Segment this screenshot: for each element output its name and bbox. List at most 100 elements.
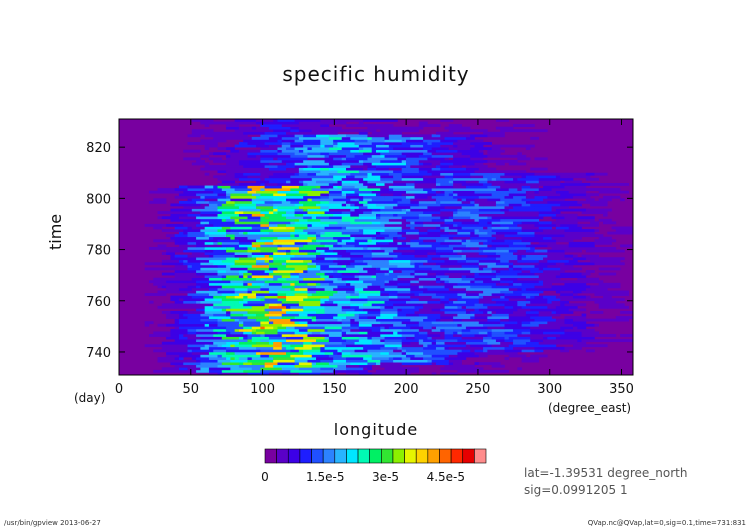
heatmap-cell xyxy=(478,308,501,312)
heatmap-cell xyxy=(170,328,188,332)
heatmap-cell xyxy=(221,334,227,337)
heatmap-cell xyxy=(500,185,522,189)
heatmap-cell xyxy=(226,218,235,222)
heatmap-cell xyxy=(461,206,484,209)
heatmap-cell xyxy=(260,351,270,355)
heatmap-cell xyxy=(307,334,325,337)
heatmap-cell xyxy=(230,331,244,335)
heatmap-cell xyxy=(465,239,471,243)
heatmap-cell xyxy=(161,341,184,345)
heatmap-cell xyxy=(555,336,574,340)
heatmap-cell xyxy=(495,334,518,337)
heatmap-cell xyxy=(470,216,488,220)
heatmap-cell xyxy=(461,234,471,238)
heatmap-cell xyxy=(204,231,227,235)
heatmap-cell xyxy=(495,200,505,204)
heatmap-cell xyxy=(393,349,402,353)
heatmap-cell xyxy=(234,234,257,238)
heatmap-cell xyxy=(363,354,368,358)
heatmap-cell xyxy=(350,293,360,296)
heatmap-cell xyxy=(320,318,338,322)
heatmap-cell xyxy=(376,126,398,130)
heatmap-cell xyxy=(538,344,557,348)
heatmap-cell xyxy=(316,203,338,207)
heatmap-cell xyxy=(166,313,180,317)
heatmap-cell xyxy=(294,270,304,273)
heatmap-cell xyxy=(303,149,325,153)
heatmap-cell xyxy=(453,157,467,161)
heatmap-cell xyxy=(453,285,471,289)
heatmap-cell xyxy=(264,241,274,245)
heatmap-cell xyxy=(178,239,193,243)
heatmap-cell xyxy=(286,162,291,166)
heatmap-cell xyxy=(174,188,188,191)
heatmap-cell xyxy=(247,282,253,286)
heatmap-cell xyxy=(286,167,300,171)
heatmap-cell xyxy=(273,257,291,261)
heatmap-cell xyxy=(230,339,248,343)
heatmap-cell xyxy=(530,200,548,204)
heatmap-cell xyxy=(534,234,544,238)
heatmap-cell xyxy=(346,282,351,286)
heatmap-cell xyxy=(230,185,248,189)
heatmap-cell xyxy=(238,126,253,130)
heatmap-cell xyxy=(341,136,351,140)
heatmap-cell xyxy=(465,257,475,261)
heatmap-cell xyxy=(487,226,492,230)
heatmap-cell xyxy=(504,252,514,255)
heatmap-cell xyxy=(560,203,565,207)
heatmap-cell xyxy=(435,177,454,181)
heatmap-cell xyxy=(328,136,343,140)
heatmap-cell xyxy=(333,259,355,263)
heatmap-cell xyxy=(427,208,441,212)
heatmap-cell xyxy=(153,282,171,286)
heatmap-cell xyxy=(547,175,557,179)
heatmap-cell xyxy=(607,231,621,235)
heatmap-cell xyxy=(320,349,338,353)
heatmap-cell xyxy=(187,264,193,268)
heatmap-cell xyxy=(457,231,471,235)
heatmap-cell xyxy=(380,359,394,363)
heatmap-cell xyxy=(273,277,278,281)
heatmap-cell xyxy=(410,134,432,138)
heatmap-cell xyxy=(213,152,227,156)
heatmap-cell xyxy=(221,293,235,296)
heatmap-cell xyxy=(200,229,218,232)
heatmap-cell xyxy=(376,167,390,171)
heatmap-cell xyxy=(427,272,437,276)
heatmap-cell xyxy=(247,295,257,299)
heatmap-cell xyxy=(448,298,458,302)
heatmap-cell xyxy=(487,216,492,220)
heatmap-cell xyxy=(525,147,531,151)
heatmap-cell xyxy=(517,262,535,266)
heatmap-cell xyxy=(393,249,415,253)
heatmap-cell xyxy=(217,321,240,325)
heatmap-cell xyxy=(277,134,295,138)
heatmap-cell xyxy=(448,124,462,127)
heatmap-cell xyxy=(560,300,565,304)
heatmap-cell xyxy=(405,313,420,317)
heatmap-cell xyxy=(178,321,193,325)
heatmap-cell xyxy=(243,139,261,143)
heatmap-cell xyxy=(208,157,223,161)
heatmap-cell xyxy=(311,142,321,145)
heatmap-cell xyxy=(551,221,565,225)
heatmap-cell xyxy=(320,218,343,222)
heatmap-cell xyxy=(461,152,484,156)
heatmap-cell xyxy=(384,305,394,309)
heatmap-cell xyxy=(290,344,304,348)
heatmap-cell xyxy=(513,328,531,332)
heatmap-cell xyxy=(281,308,304,312)
heatmap-cell xyxy=(363,259,385,263)
heatmap-cell xyxy=(444,328,462,332)
heatmap-cell xyxy=(487,369,510,373)
heatmap-cell xyxy=(611,183,617,186)
heatmap-cell xyxy=(598,172,608,176)
heatmap-cell xyxy=(440,334,445,337)
heatmap-cell xyxy=(217,216,231,220)
heatmap-cell xyxy=(491,193,501,197)
heatmap-cell xyxy=(603,249,625,253)
heatmap-cell xyxy=(346,364,351,368)
heatmap-cell xyxy=(380,221,402,225)
heatmap-cell xyxy=(333,351,338,355)
